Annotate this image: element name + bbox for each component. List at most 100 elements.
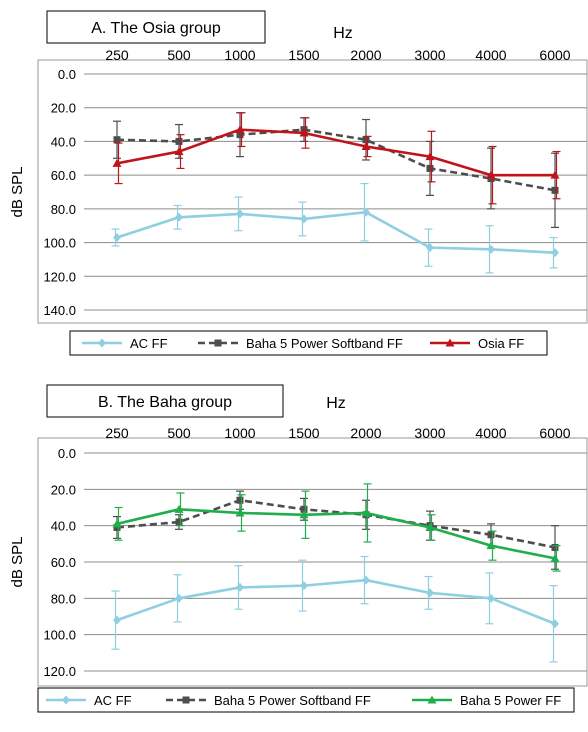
data-point <box>487 593 495 603</box>
data-point <box>175 593 183 603</box>
plot-frame <box>37 59 588 324</box>
data-point <box>551 543 559 551</box>
legend-marker <box>445 338 455 347</box>
chart-title: A. The Osia group <box>91 20 221 37</box>
chart-title: B. The Baha group <box>98 394 232 411</box>
legend: AC FF Baha 5 Power Softband FF Baha 5 Powe… <box>37 687 575 713</box>
title-box <box>46 10 266 44</box>
x-tick-label: 500 <box>167 425 191 441</box>
data-point <box>174 504 184 513</box>
data-point <box>113 233 121 243</box>
y-tick-label: 120.0 <box>43 664 76 679</box>
osia-chart: A. The Osia group Hz 250 500 1000 1500 2000 300… <box>9 10 588 356</box>
data-point <box>551 186 559 194</box>
x-tick-label: 250 <box>105 47 129 63</box>
data-point <box>550 553 560 562</box>
data-point <box>236 496 244 504</box>
x-tick-label: 250 <box>105 425 129 441</box>
x-tick-label: 500 <box>167 47 191 63</box>
chart-panel-baha: B. The Baha group Hz 250 500 1000 1500 2000 300… <box>0 374 588 732</box>
series-2 <box>112 483 561 572</box>
data-point <box>113 615 121 625</box>
legend-label: Baha 5 Power Softband FF <box>214 693 371 708</box>
legend-label: Baha 5 Power FF <box>460 693 561 708</box>
y-tick-label: 60.0 <box>51 168 76 183</box>
data-point <box>175 212 183 222</box>
data-point <box>175 518 183 526</box>
series-2 <box>112 112 561 205</box>
y-tick-label: 40.0 <box>51 134 76 149</box>
data-point <box>551 619 559 629</box>
legend-label: AC FF <box>94 693 132 708</box>
data-point <box>487 531 495 539</box>
data-point <box>112 158 122 167</box>
x-tick-label: 1000 <box>224 425 255 441</box>
series-line <box>116 508 556 560</box>
x-tick-label: 6000 <box>539 47 570 63</box>
data-point <box>300 581 308 591</box>
series-line <box>116 128 556 192</box>
x-tick-label: 4000 <box>475 47 506 63</box>
legend-marker <box>427 695 437 704</box>
y-tick-label: 0.0 <box>58 446 76 461</box>
data-point <box>361 508 371 517</box>
data-point <box>236 131 244 139</box>
x-tick-label: 1500 <box>288 425 319 441</box>
y-tick-label: 60.0 <box>51 555 76 570</box>
data-point <box>425 152 435 161</box>
series-line <box>116 498 556 549</box>
data-point <box>486 170 496 179</box>
legend-box <box>37 687 575 713</box>
chart-panel-osia: A. The Osia group Hz 250 500 1000 1500 2000 300… <box>0 0 588 358</box>
data-point <box>300 505 308 513</box>
data-point <box>551 248 559 258</box>
data-point <box>113 523 121 531</box>
data-point <box>362 575 370 585</box>
legend-label: Baha 5 Power Softband FF <box>246 336 403 351</box>
data-point <box>486 541 496 550</box>
y-axis-title: dB SPL <box>9 167 26 218</box>
x-tick-label: 1000 <box>224 47 255 63</box>
y-tick-label: 140.0 <box>43 303 76 318</box>
series-0 <box>111 555 559 663</box>
series-line <box>116 210 556 254</box>
data-point <box>362 136 370 144</box>
legend-label: AC FF <box>130 336 168 351</box>
data-point <box>112 519 122 528</box>
x-tick-label: 1500 <box>288 47 319 63</box>
y-tick-label: 20.0 <box>51 482 76 497</box>
y-axis-title: dB SPL <box>9 537 26 588</box>
y-tick-label: 100.0 <box>43 236 76 251</box>
x-tick-label: 3000 <box>414 47 445 63</box>
y-tick-label: 20.0 <box>51 101 76 116</box>
legend-marker <box>98 338 106 348</box>
x-tick-label: 3000 <box>414 425 445 441</box>
data-point <box>426 243 434 253</box>
data-point <box>487 244 495 254</box>
data-point <box>235 508 245 517</box>
legend-label: Osia FF <box>478 336 524 351</box>
y-tick-label: 80.0 <box>51 202 76 217</box>
y-tick-label: 0.0 <box>58 67 76 82</box>
data-point <box>299 128 309 137</box>
data-point <box>300 214 308 224</box>
y-tick-label: 120.0 <box>43 269 76 284</box>
x-tick-label: 4000 <box>475 425 506 441</box>
x-tick-label: 2000 <box>350 47 381 63</box>
series-line <box>116 128 555 177</box>
data-point <box>426 588 434 598</box>
data-point <box>362 207 370 217</box>
data-point <box>426 164 434 172</box>
legend-marker <box>214 339 222 347</box>
data-point <box>425 522 435 531</box>
legend: AC FF Baha 5 Power Softband FF Osia FF <box>69 330 548 356</box>
x-tick-label: 6000 <box>539 425 570 441</box>
data-point <box>174 147 184 156</box>
data-point <box>361 141 371 150</box>
series-line <box>116 578 556 625</box>
x-axis-title: Hz <box>333 25 353 42</box>
legend-marker <box>182 696 190 704</box>
data-point <box>235 125 245 134</box>
data-point <box>236 209 244 219</box>
x-tick-label: 2000 <box>350 425 381 441</box>
